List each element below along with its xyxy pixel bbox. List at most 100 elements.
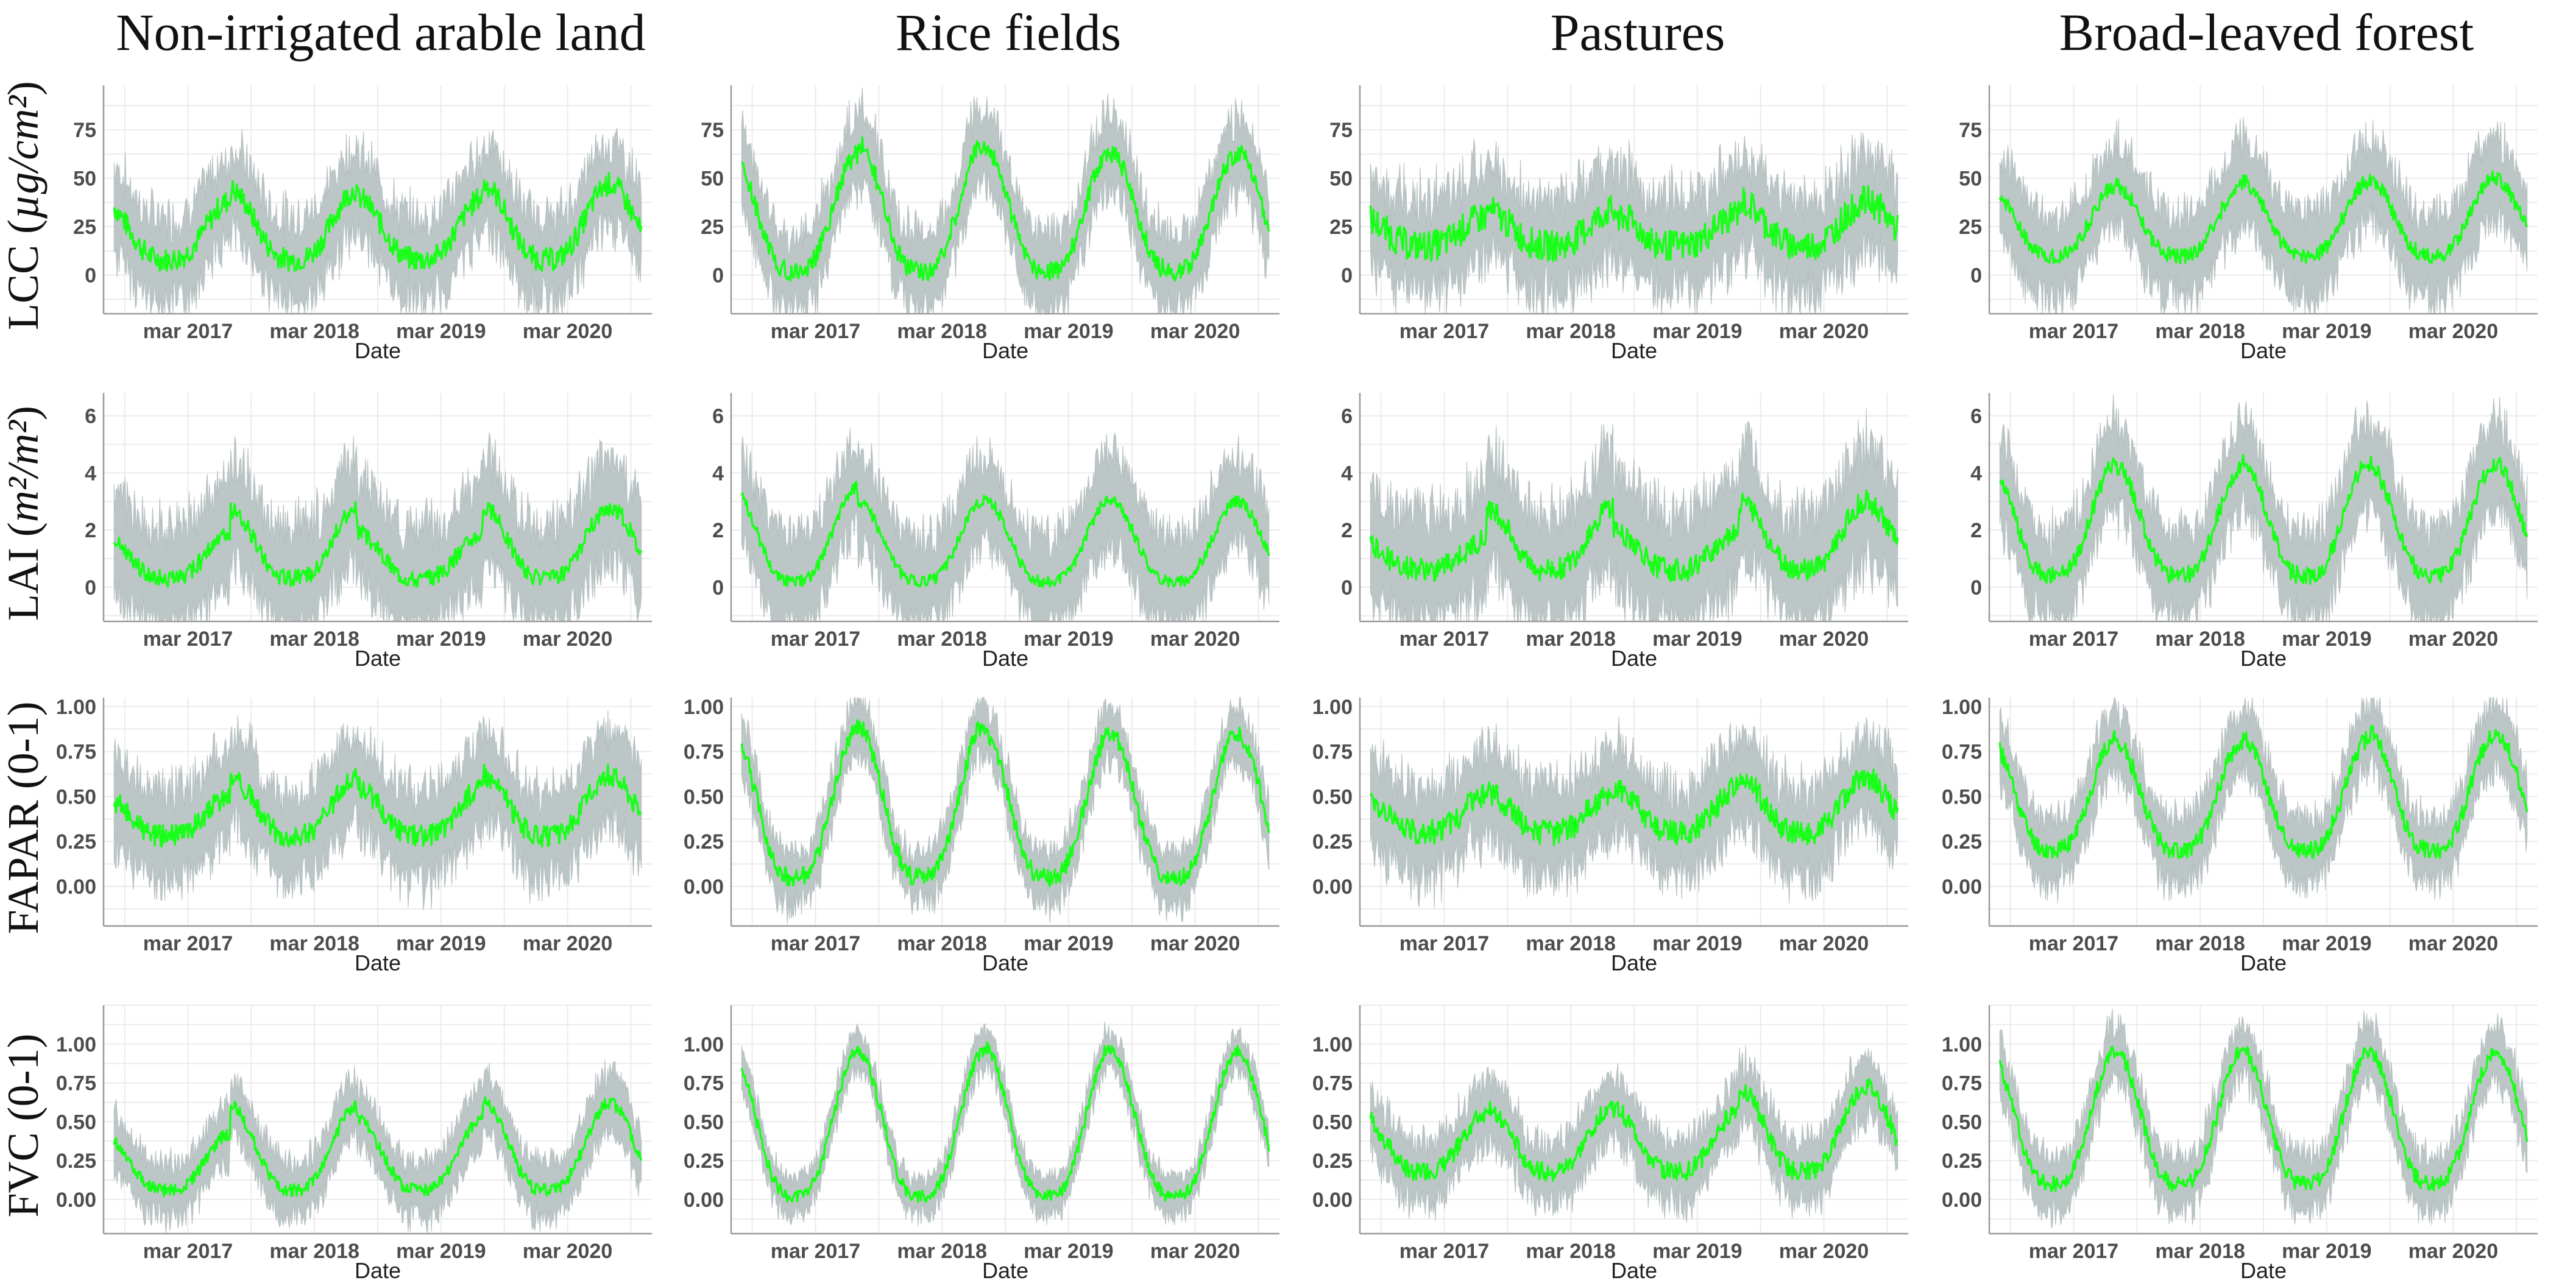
mean-line: [1998, 454, 2528, 585]
x-tick-label: mar 2018: [897, 320, 986, 343]
row-title-main: FVC (0-1): [0, 1034, 48, 1218]
y-tick-label: 0.00: [1312, 1189, 1353, 1212]
x-axis-title: Date: [1611, 646, 1657, 671]
x-tick-label: mar 2017: [2029, 932, 2118, 955]
x-tick-label: mar 2017: [771, 320, 860, 343]
mean-line: [1369, 185, 1899, 263]
y-tick-label: 0.00: [1942, 875, 1982, 899]
y-tick-label: 50: [1959, 168, 1982, 191]
y-tick-label: 4: [85, 462, 96, 485]
y-tick-label: 50: [1329, 168, 1353, 191]
y-tick-label: 0.50: [684, 1111, 724, 1134]
panel-LAI-0: 0 2 4 6 mar 2017 mar 2018 mar 2019 mar 2020 Date: [85, 393, 652, 671]
panel-FVC-2: 0.00 0.25 0.50 0.75 1.00 mar 2017 mar 2018 mar …: [1312, 1005, 1908, 1283]
x-tick-label: mar 2018: [2155, 320, 2245, 343]
x-tick-label: mar 2017: [143, 1240, 233, 1263]
uncertainty-band: [1999, 117, 2528, 314]
row-title-FAPAR: FAPAR (0-1): [0, 701, 48, 934]
x-tick-label: mar 2020: [1779, 320, 1869, 343]
y-tick-label: 0.50: [1942, 1111, 1982, 1134]
y-tick-label: 0.00: [684, 875, 724, 899]
y-tick-label: 0.50: [1312, 785, 1353, 808]
y-tick-label: 0.75: [684, 1072, 724, 1095]
y-tick-label: 25: [1959, 216, 1982, 239]
y-tick-label: 1.00: [684, 696, 724, 719]
x-tick-label: mar 2020: [1150, 1240, 1240, 1263]
mean-line: [113, 172, 643, 272]
y-tick-label: 1.00: [684, 1033, 724, 1056]
x-tick-label: mar 2019: [1652, 320, 1742, 343]
x-tick-label: mar 2019: [2282, 320, 2371, 343]
panel-FAPAR-3: 0.00 0.25 0.50 0.75 1.00 mar 2017 mar 2018 mar …: [1942, 696, 2538, 975]
panel-LCC-1: 0 25 50 75 mar 2017 mar 2018 mar 2019 mar 2020 D…: [701, 85, 1279, 363]
y-tick-label: 0: [85, 264, 96, 287]
mean-line: [1369, 489, 1899, 582]
y-tick-label: 1.00: [1942, 1033, 1982, 1056]
x-tick-label: mar 2019: [2282, 627, 2371, 651]
y-tick-label: 0: [1341, 576, 1353, 599]
y-tick-label: 75: [701, 119, 724, 142]
x-axis-title: Date: [355, 338, 401, 363]
y-tick-label: 0.00: [684, 1189, 724, 1212]
y-tick-label: 1.00: [1312, 1033, 1353, 1056]
x-axis-title: Date: [982, 338, 1028, 363]
x-axis-title: Date: [982, 950, 1028, 975]
y-tick-label: 25: [701, 216, 724, 239]
column-title-1: Rice fields: [896, 3, 1121, 62]
y-tick-label: 0.75: [1942, 1072, 1982, 1095]
x-tick-label: mar 2018: [897, 932, 986, 955]
y-tick-label: 0.25: [56, 1150, 96, 1173]
y-tick-label: 0.75: [56, 1072, 96, 1095]
y-tick-label: 0.00: [1942, 1189, 1982, 1212]
x-tick-label: mar 2019: [2282, 932, 2371, 955]
x-axis-title: Date: [982, 1258, 1028, 1283]
x-axis-title: Date: [2240, 646, 2287, 671]
x-tick-label: mar 2018: [1526, 932, 1615, 955]
y-tick-label: 75: [73, 119, 96, 142]
x-tick-label: mar 2020: [523, 320, 612, 343]
x-tick-label: mar 2018: [1526, 320, 1615, 343]
x-tick-label: mar 2020: [523, 627, 612, 651]
x-axis-title: Date: [355, 950, 401, 975]
uncertainty-band: [113, 127, 642, 315]
x-tick-label: mar 2018: [2155, 932, 2245, 955]
x-axis-title: Date: [1611, 1258, 1657, 1283]
x-tick-label: mar 2019: [396, 627, 486, 651]
mean-line: [740, 719, 1270, 888]
uncertainty-band: [741, 428, 1270, 623]
y-tick-label: 75: [1329, 119, 1353, 142]
y-tick-label: 0.50: [56, 1111, 96, 1134]
panel-FAPAR-2: 0.00 0.25 0.50 0.75 1.00 mar 2017 mar 2018 mar …: [1312, 696, 1908, 975]
row-title-main: FAPAR (0-1): [0, 701, 48, 934]
y-tick-label: 1.00: [56, 696, 96, 719]
x-tick-label: mar 2018: [269, 320, 359, 343]
x-axis-title: Date: [1611, 338, 1657, 363]
x-axis-title: Date: [355, 646, 401, 671]
y-tick-label: 2: [1970, 519, 1982, 542]
y-tick-label: 0.75: [1312, 1072, 1353, 1095]
x-tick-label: mar 2017: [143, 320, 233, 343]
y-tick-label: 0: [1970, 264, 1982, 287]
x-tick-label: mar 2017: [1399, 627, 1489, 651]
y-tick-label: 0.00: [56, 875, 96, 899]
x-axis-title: Date: [2240, 1258, 2287, 1283]
column-title-3: Broad-leaved forest: [2059, 3, 2474, 62]
y-tick-label: 0: [712, 576, 724, 599]
panel-LCC-0: 0 25 50 75 mar 2017 mar 2018 mar 2019 mar 2020 D…: [73, 85, 652, 363]
panel-LAI-1: 0 2 4 6 mar 2017 mar 2018 mar 2019 mar 2020 Date: [712, 393, 1279, 671]
uncertainty-band: [1999, 696, 2528, 904]
y-tick-label: 0.75: [56, 741, 96, 764]
y-tick-label: 0.25: [56, 830, 96, 854]
y-tick-label: 0.50: [56, 785, 96, 808]
x-tick-label: mar 2020: [2408, 627, 2498, 651]
x-tick-label: mar 2019: [396, 1240, 486, 1263]
x-tick-label: mar 2017: [771, 932, 860, 955]
mean-line: [740, 1041, 1270, 1203]
y-tick-label: 2: [85, 519, 96, 542]
x-axis-title: Date: [2240, 950, 2287, 975]
y-tick-label: 75: [1959, 119, 1982, 142]
y-tick-label: 2: [712, 519, 724, 542]
x-tick-label: mar 2017: [1399, 320, 1489, 343]
panel-LAI-2: 0 2 4 6 mar 2017 mar 2018 mar 2019 mar 2020 Date: [1341, 393, 1908, 671]
x-tick-label: mar 2019: [1652, 932, 1742, 955]
